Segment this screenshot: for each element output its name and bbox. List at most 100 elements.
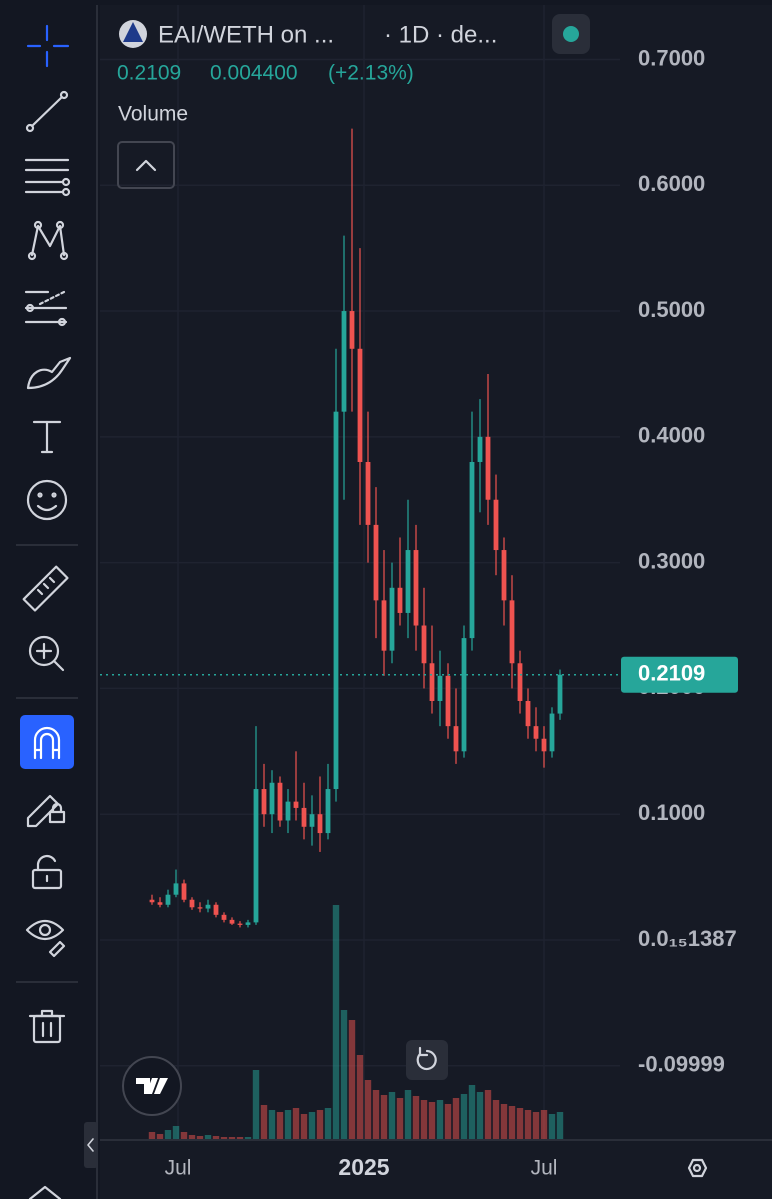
volume-bar (396, 1098, 404, 1140)
status-dot (563, 26, 579, 42)
text-tool[interactable] (32, 420, 62, 454)
lock-tool[interactable] (31, 854, 63, 890)
volume-bar (156, 1134, 164, 1140)
x-tick-label: Jul (165, 1157, 192, 1180)
candle-body (269, 782, 275, 815)
candle-body (357, 348, 363, 462)
trend-line-tool[interactable] (25, 90, 69, 133)
volume-bar (348, 1020, 356, 1140)
collapse-toolbar-tab[interactable] (84, 1122, 98, 1168)
candle-body (461, 638, 467, 752)
collapse-legend-button[interactable] (117, 141, 175, 189)
volume-bar (420, 1100, 428, 1140)
candle-body (301, 807, 307, 827)
interval[interactable]: · 1D · de... (384, 21, 497, 48)
chart-pane (100, 5, 772, 1199)
volume-bar (204, 1135, 212, 1140)
candle-body (397, 587, 403, 613)
volume-bar (436, 1100, 444, 1140)
measure-tool[interactable] (22, 565, 69, 612)
lock-drawings-tool[interactable] (26, 794, 66, 828)
volume-bar (404, 1090, 412, 1140)
candle-body (333, 411, 339, 790)
y-tick-label: 0.3000 (638, 548, 705, 573)
candle-body (149, 899, 155, 903)
volume-bar (460, 1094, 468, 1140)
price-change-pct: (+2.13%) (328, 62, 414, 85)
volume-bar (532, 1112, 540, 1140)
volume-bar (508, 1106, 516, 1140)
candle-body (165, 894, 171, 905)
volume-bar (260, 1105, 268, 1140)
delete-tool[interactable] (28, 1009, 66, 1044)
settings-button[interactable] (687, 1158, 708, 1178)
candle-body (477, 436, 483, 462)
candle-body (229, 919, 235, 924)
more-tools[interactable] (28, 1185, 62, 1199)
collapse-arrow (87, 1138, 94, 1152)
volume-legend[interactable]: Volume (118, 103, 188, 126)
y-tick-label: 0.5000 (638, 297, 705, 322)
magnet-icon (33, 726, 61, 760)
candle-body (557, 674, 563, 714)
candle-body (373, 524, 379, 601)
volume-bar (244, 1137, 252, 1140)
candle-body (205, 904, 211, 909)
volume-bar (372, 1090, 380, 1140)
brush-tool[interactable] (26, 356, 72, 390)
x-tick-label: Jul (531, 1157, 558, 1180)
reset-icon (416, 1046, 437, 1071)
candle-body (213, 904, 219, 915)
volume-bar (284, 1110, 292, 1140)
candle-body (485, 436, 491, 500)
volume-bar (524, 1110, 532, 1140)
x-tick-label: 2025 (338, 1154, 389, 1180)
y-tick-label: -0.09999 (638, 1052, 725, 1077)
candle-body (245, 922, 251, 925)
candle-body (157, 902, 163, 905)
candle-body (381, 600, 387, 651)
hide-tool[interactable] (25, 919, 66, 958)
volume-bar (492, 1100, 500, 1140)
y-tick-label: 0.0₁₅1387 (638, 926, 737, 951)
pattern-tool[interactable] (27, 220, 69, 261)
volume-bar (268, 1110, 276, 1140)
volume-bar (292, 1108, 300, 1140)
candle-body (453, 726, 459, 752)
volume-bar (444, 1104, 452, 1140)
candle-body (277, 782, 283, 821)
emoji-tool[interactable] (26, 479, 68, 521)
volume-bar (212, 1136, 220, 1140)
candle-body (221, 914, 227, 920)
symbol-name[interactable]: EAI/WETH on ... (158, 21, 334, 48)
volume-bar (340, 1010, 348, 1140)
magnet-button[interactable] (20, 715, 74, 769)
candle-body (261, 789, 267, 815)
volume-bar (428, 1102, 436, 1140)
volume-bar (252, 1070, 260, 1140)
candle-body (173, 883, 179, 895)
prediction-tool[interactable] (24, 290, 68, 327)
reset-chart-button[interactable] (406, 1040, 448, 1080)
volume-bar (516, 1108, 524, 1140)
crosshair-tool[interactable] (26, 24, 70, 68)
candle-body (197, 907, 203, 909)
candle-body (437, 675, 443, 701)
volume-bar (332, 905, 340, 1140)
candle-body (189, 899, 195, 908)
volume-bar (500, 1104, 508, 1140)
candle-body (285, 801, 291, 821)
zoom-tool[interactable] (28, 635, 65, 672)
candle-body (525, 700, 531, 727)
volume-bar (388, 1092, 396, 1140)
volume-bar (236, 1137, 244, 1140)
fib-tool[interactable] (24, 158, 71, 197)
volume-bar (180, 1132, 188, 1140)
y-tick-label: 0.1000 (638, 800, 705, 825)
candle-body (325, 789, 331, 834)
volume-bar (468, 1085, 476, 1140)
candle-body (469, 461, 475, 639)
volume-bar (308, 1112, 316, 1140)
candle-body (253, 789, 259, 923)
candle-body (501, 550, 507, 601)
